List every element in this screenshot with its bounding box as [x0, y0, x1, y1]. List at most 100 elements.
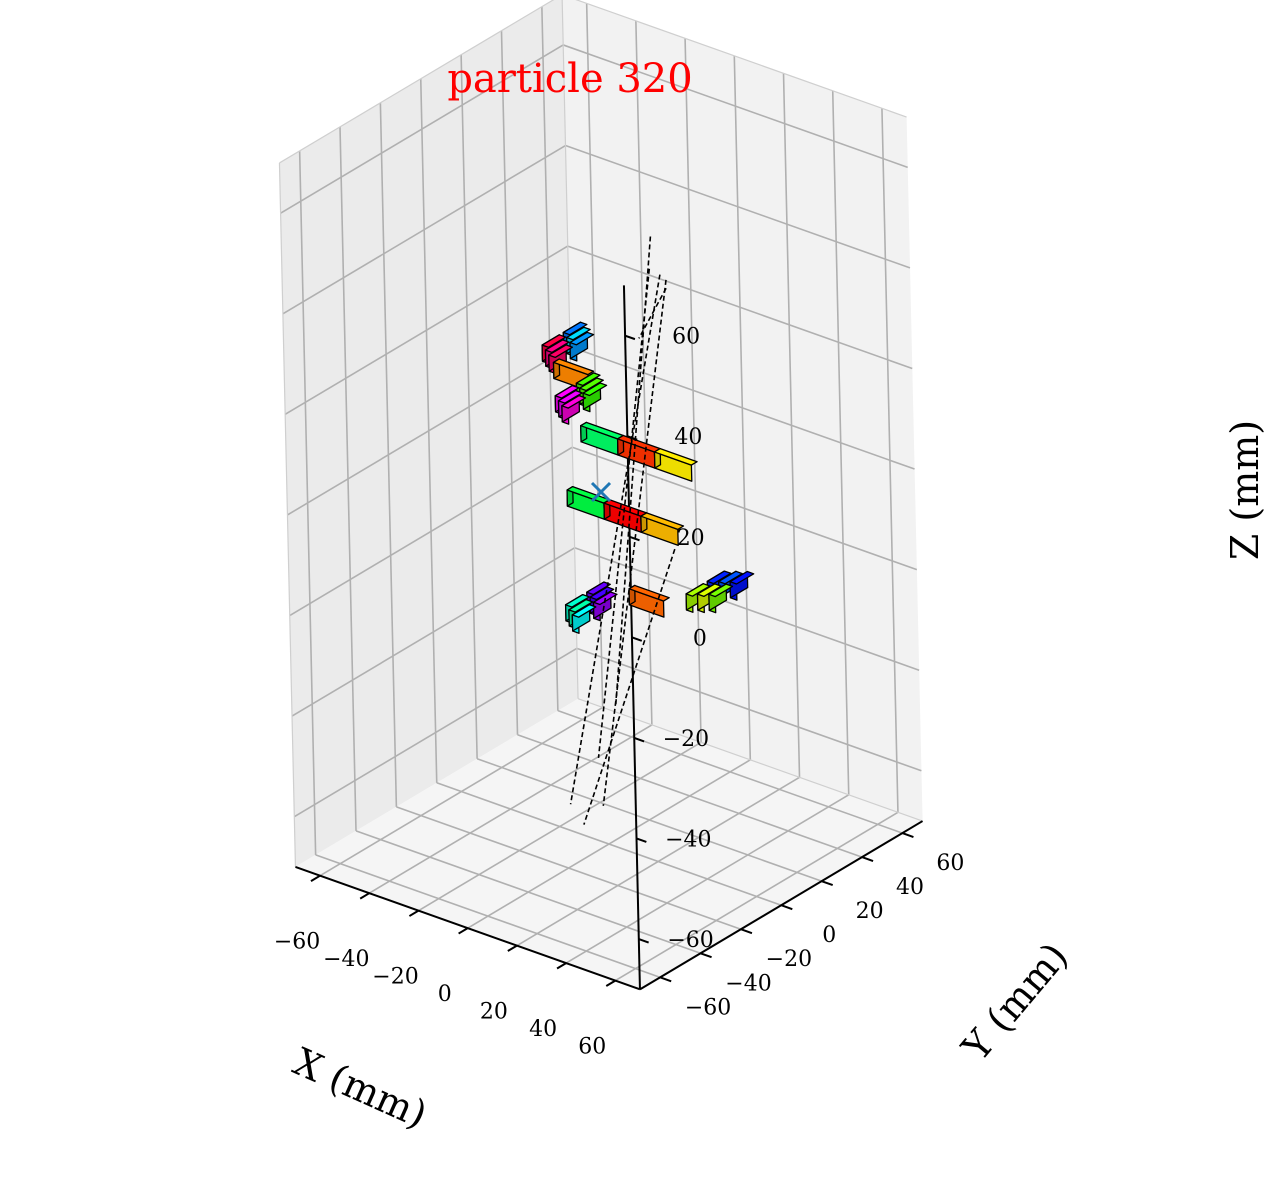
y-tick-label: 20: [856, 899, 884, 924]
grid-line: [396, 806, 742, 930]
grid-line: [436, 782, 782, 906]
pane-edge: [577, 698, 923, 822]
bar-top-face: [552, 358, 595, 376]
bar-top-face: [571, 604, 597, 618]
particle-track: [602, 279, 667, 806]
grid-line: [291, 547, 576, 717]
bar-top-face: [564, 593, 590, 608]
bar-top-face: [544, 339, 570, 354]
z-tick-label: 0: [693, 626, 707, 651]
y-tick: [902, 832, 914, 838]
tick-labels: −60−40−200204060−60−40−200204060−60−40−2…: [274, 325, 965, 1060]
z-tick: [631, 636, 643, 642]
grid-line: [572, 446, 918, 571]
bar-top-face: [568, 598, 594, 613]
particle-track: [638, 287, 667, 339]
y-tick: [659, 976, 672, 983]
bar-top-face: [589, 586, 615, 601]
particle-track: [597, 268, 651, 758]
z-tick-label: 40: [674, 425, 702, 450]
y-tick: [821, 880, 834, 887]
y-tick-label: −40: [725, 971, 771, 996]
y-axis-label: Y (mm): [953, 934, 1077, 1069]
grid-line: [282, 144, 566, 315]
pane-edge: [278, 162, 297, 867]
x-tick: [408, 909, 419, 917]
x-tick: [458, 927, 469, 935]
particle-track: [614, 236, 652, 707]
bar-top-face: [575, 372, 601, 387]
bar-top-face: [561, 394, 587, 409]
x-axis-label: X (mm): [287, 1039, 434, 1136]
grid-line: [557, 709, 903, 834]
particle-tracks: [569, 236, 676, 825]
x-tick: [605, 979, 616, 987]
grid-line: [355, 830, 701, 955]
pane-edge: [279, 0, 555, 164]
bar-top-face: [557, 389, 583, 404]
detector-bar: [616, 434, 661, 469]
origin-marker: [590, 481, 612, 503]
y-tick-label: 0: [822, 923, 836, 948]
grid-line: [289, 446, 573, 617]
marker-stroke: [590, 481, 612, 503]
detector-bars: [541, 321, 755, 634]
bar-top-face: [582, 382, 608, 397]
crystal-bar: [561, 394, 587, 425]
y-tick: [780, 904, 793, 911]
y-tick-label: −60: [685, 995, 731, 1020]
grid-lines: [278, 0, 923, 982]
grid-line: [476, 758, 822, 882]
crystal-bar: [569, 331, 595, 362]
x-tick-label: 60: [578, 1035, 606, 1060]
grid-line: [280, 44, 564, 214]
grid-line: [576, 647, 922, 772]
bar-top-face: [586, 581, 611, 596]
detector-bar: [566, 485, 611, 520]
grid-line: [567, 245, 913, 370]
x-tick: [359, 892, 370, 900]
z-tick-label: −40: [665, 828, 711, 853]
z-tick: [638, 938, 649, 944]
z-tick: [624, 334, 636, 341]
detector-bar: [640, 512, 685, 547]
z-tick-label: 20: [677, 526, 705, 551]
bar-top-face: [718, 570, 743, 585]
bar-top-face: [708, 583, 734, 598]
y-tick: [861, 856, 874, 862]
x-tick: [556, 962, 567, 970]
bar-top-face: [569, 331, 595, 346]
x-tick-label: 40: [529, 1017, 557, 1042]
x-tick-label: −20: [372, 965, 418, 990]
grid-line: [315, 854, 661, 979]
grid-line: [569, 345, 915, 470]
bar-top-face: [548, 344, 574, 359]
x-tick-label: 0: [438, 982, 452, 1007]
z-tick: [633, 736, 645, 743]
x-tick-label: 20: [480, 1000, 508, 1025]
grid-line: [517, 733, 863, 858]
x-tick: [310, 874, 321, 882]
z-tick-label: 60: [672, 325, 700, 350]
y-tick-label: −20: [766, 947, 812, 972]
x-tick-label: −60: [274, 930, 320, 955]
grid-line: [287, 345, 571, 516]
bar-top-face: [653, 447, 698, 466]
axis-lines: [295, 285, 924, 991]
grid-line: [293, 647, 578, 818]
z-tick: [636, 837, 647, 843]
bar-top-face: [729, 570, 755, 585]
detector-bar: [653, 447, 698, 482]
x-tick: [507, 944, 518, 952]
crystal-bar: [708, 583, 734, 614]
bar-top-face: [685, 583, 711, 597]
crystal-bar: [571, 604, 597, 634]
bar-top-face: [562, 321, 588, 336]
bar-top-face: [640, 512, 685, 531]
chart-title: particle 320: [447, 56, 692, 102]
z-tick-label: −20: [663, 727, 709, 752]
particle-track: [583, 548, 676, 825]
bar-top-face: [579, 377, 604, 392]
z-axis-label: Z (mm): [1223, 420, 1267, 560]
